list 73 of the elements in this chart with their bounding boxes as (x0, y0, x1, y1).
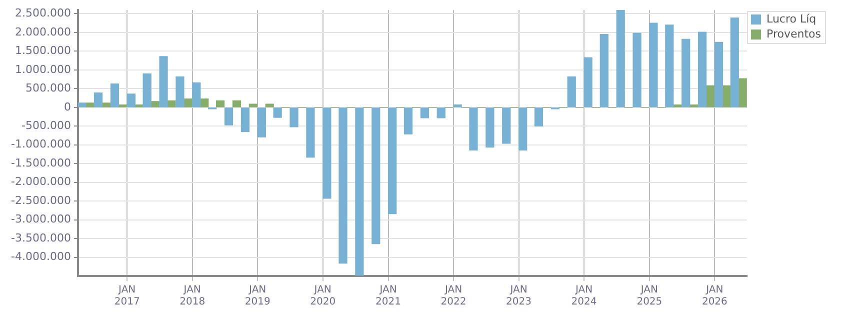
legend-label: Lucro Líq (766, 12, 816, 26)
bar (518, 108, 528, 150)
x-tick-label: JAN 2024 (571, 284, 597, 308)
x-tick-label: JAN 2025 (636, 284, 662, 308)
bar (176, 76, 184, 108)
y-tick-label: 1.000.000 (14, 62, 71, 76)
bar (714, 42, 724, 108)
y-tick-label: 0 (64, 100, 71, 114)
bar (110, 83, 120, 108)
bar (232, 100, 242, 108)
bar (142, 73, 152, 108)
bar (240, 108, 250, 132)
bar (216, 100, 225, 108)
bar (616, 10, 625, 108)
y-tick-label: 2.500.000 (14, 6, 71, 20)
bar (159, 56, 168, 108)
bar (248, 104, 258, 108)
bar (649, 22, 658, 108)
y-tick-label: -3.000.000 (11, 212, 71, 226)
bar (78, 102, 86, 108)
y-tick-label: 500.000 (25, 82, 71, 95)
bar (436, 108, 446, 118)
bar (338, 108, 348, 264)
x-tick-label: JAN 2022 (440, 284, 466, 308)
bar (665, 24, 674, 108)
bar (372, 108, 380, 244)
bar (698, 32, 707, 108)
bar (102, 102, 111, 108)
x-tick-label: JAN 2023 (506, 284, 532, 308)
bar (502, 108, 511, 144)
bar (388, 108, 397, 214)
x-tick-label: JAN 2017 (114, 284, 140, 308)
bar (355, 108, 364, 276)
bar (469, 108, 478, 150)
bar (200, 98, 209, 108)
y-tick-label: -2.000.000 (11, 175, 71, 188)
bar (486, 108, 494, 148)
bar (94, 92, 103, 108)
bar (404, 108, 413, 134)
x-tick-label: JAN 2020 (310, 284, 336, 308)
y-tick-label: -1.000.000 (11, 138, 71, 151)
x-tick-label: JAN 2019 (244, 284, 270, 308)
bar (632, 32, 642, 108)
bar (706, 85, 715, 108)
x-tick-label: JAN 2018 (180, 284, 206, 308)
y-tick-label: 1.500.000 (14, 44, 71, 58)
bar (290, 108, 298, 128)
y-tick-label: -3.500.000 (11, 231, 71, 244)
bar (273, 108, 282, 118)
y-tick-label: -1.500.000 (11, 156, 71, 170)
x-tick-label: JAN 2026 (702, 284, 728, 308)
bar (322, 108, 332, 199)
bar (567, 76, 576, 108)
bar (738, 78, 747, 108)
bar (682, 38, 690, 108)
bar (420, 108, 429, 118)
y-tick-label: -500.000 (21, 119, 71, 132)
bar (224, 108, 234, 126)
bar (584, 57, 592, 108)
bar (534, 108, 544, 126)
x-tick-label: JAN 2021 (376, 284, 401, 308)
bar (730, 18, 739, 108)
bar (265, 104, 274, 108)
legend-label: Proventos (766, 27, 822, 40)
bar (126, 94, 136, 108)
y-tick-label: 2.000.000 (14, 25, 71, 38)
bar (600, 34, 608, 108)
bar (306, 108, 315, 158)
bar (192, 82, 201, 108)
y-tick-label: -4.000.000 (11, 250, 71, 264)
bar (257, 108, 266, 138)
bar (85, 102, 94, 108)
y-tick-label: -2.500.000 (11, 194, 71, 207)
